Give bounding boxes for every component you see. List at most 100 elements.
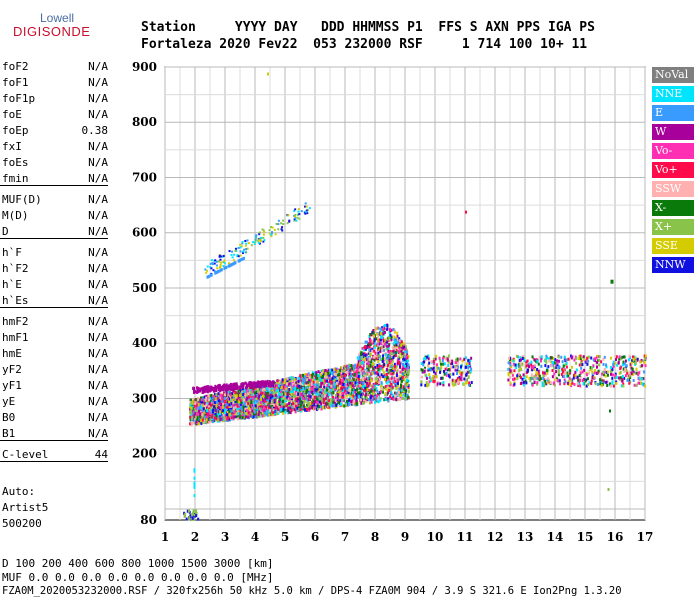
echo-point (244, 399, 247, 403)
echo-point (232, 404, 235, 408)
echo-point (228, 250, 231, 253)
echo-point (405, 367, 408, 371)
echo-point (222, 397, 225, 401)
echo-point (386, 376, 389, 380)
echo-point (239, 412, 242, 416)
echo-point (450, 365, 453, 369)
echo-point (324, 369, 327, 373)
echo-point (244, 239, 247, 242)
echo-point (300, 210, 303, 213)
param-value: N/A (88, 294, 108, 307)
echo-point (371, 394, 374, 398)
echo-point (213, 418, 216, 422)
echo-point (435, 369, 438, 373)
echo-point (218, 254, 221, 257)
echo-point (334, 370, 337, 374)
echo-point (380, 345, 383, 349)
echo-point (194, 415, 197, 419)
echo-point (214, 385, 217, 389)
echo-point (393, 362, 396, 366)
echo-point (305, 390, 308, 394)
echo-point (282, 404, 285, 408)
echo-point (391, 372, 394, 376)
echo-point (350, 396, 353, 400)
echo-point (210, 385, 213, 389)
echo-point (324, 379, 327, 383)
echo-point (334, 393, 337, 397)
echo-point (306, 379, 309, 383)
echo-point (306, 401, 309, 405)
echo-point (189, 415, 192, 419)
echo-point (253, 391, 256, 395)
echo-point (299, 385, 302, 389)
echo-point (283, 381, 286, 385)
echo-point (371, 365, 374, 369)
echo-point (237, 255, 240, 258)
echo-point (324, 372, 327, 376)
echo-point (334, 398, 337, 402)
echo-point (200, 421, 203, 425)
echo-point (274, 395, 277, 399)
echo-point (278, 403, 281, 407)
echo-point (342, 382, 345, 386)
echo-point (393, 335, 396, 339)
echo-point (244, 392, 247, 396)
echo-point (267, 386, 270, 390)
echo-point (387, 338, 390, 342)
echo-point (227, 416, 230, 420)
echo-point (403, 353, 406, 357)
echo-point (290, 387, 293, 391)
param-value: N/A (88, 379, 108, 392)
echo-point (327, 387, 330, 391)
echo-point (210, 415, 213, 419)
echo-point (339, 369, 342, 373)
echo-point (296, 408, 299, 412)
echo-point (301, 401, 304, 405)
echo-point (248, 408, 251, 412)
echo-point (402, 354, 405, 358)
echo-point (221, 405, 224, 409)
echo-point (341, 385, 344, 389)
echo-point (398, 337, 401, 341)
echo-point (388, 369, 391, 373)
echo-point (245, 389, 248, 393)
echo-point (263, 406, 266, 410)
echo-point (223, 259, 226, 262)
echo-point (234, 391, 237, 395)
echo-point (401, 355, 404, 359)
echo-point (196, 413, 199, 417)
echo-point (215, 417, 218, 421)
echo-point (301, 377, 304, 381)
echo-point (348, 383, 351, 387)
echo-point (246, 385, 249, 389)
echo-point (306, 403, 309, 407)
echo-point (333, 379, 336, 383)
echo-point (271, 397, 274, 401)
echo-point (258, 410, 261, 414)
echo-point (206, 265, 209, 268)
echo-point (204, 385, 207, 389)
echo-point (289, 403, 292, 407)
echo-point (511, 358, 514, 362)
echo-point (388, 336, 391, 340)
echo-point (284, 389, 287, 393)
echo-point (363, 381, 366, 385)
echo-point (256, 407, 259, 411)
echo-point (336, 369, 339, 373)
echo-point (251, 397, 254, 401)
echo-point (364, 371, 367, 375)
echo-point (395, 364, 398, 368)
echo-point (280, 389, 283, 393)
echo-point (396, 378, 399, 382)
echo-point (364, 376, 367, 380)
echo-point (266, 379, 269, 383)
echo-point (193, 417, 196, 421)
echo-point (254, 236, 257, 239)
echo-point (376, 389, 379, 393)
echo-point (342, 395, 345, 399)
echo-point (387, 344, 390, 348)
echo-point (395, 397, 398, 401)
echo-point (287, 408, 290, 412)
echo-point (259, 240, 262, 243)
echo-point (382, 348, 385, 352)
